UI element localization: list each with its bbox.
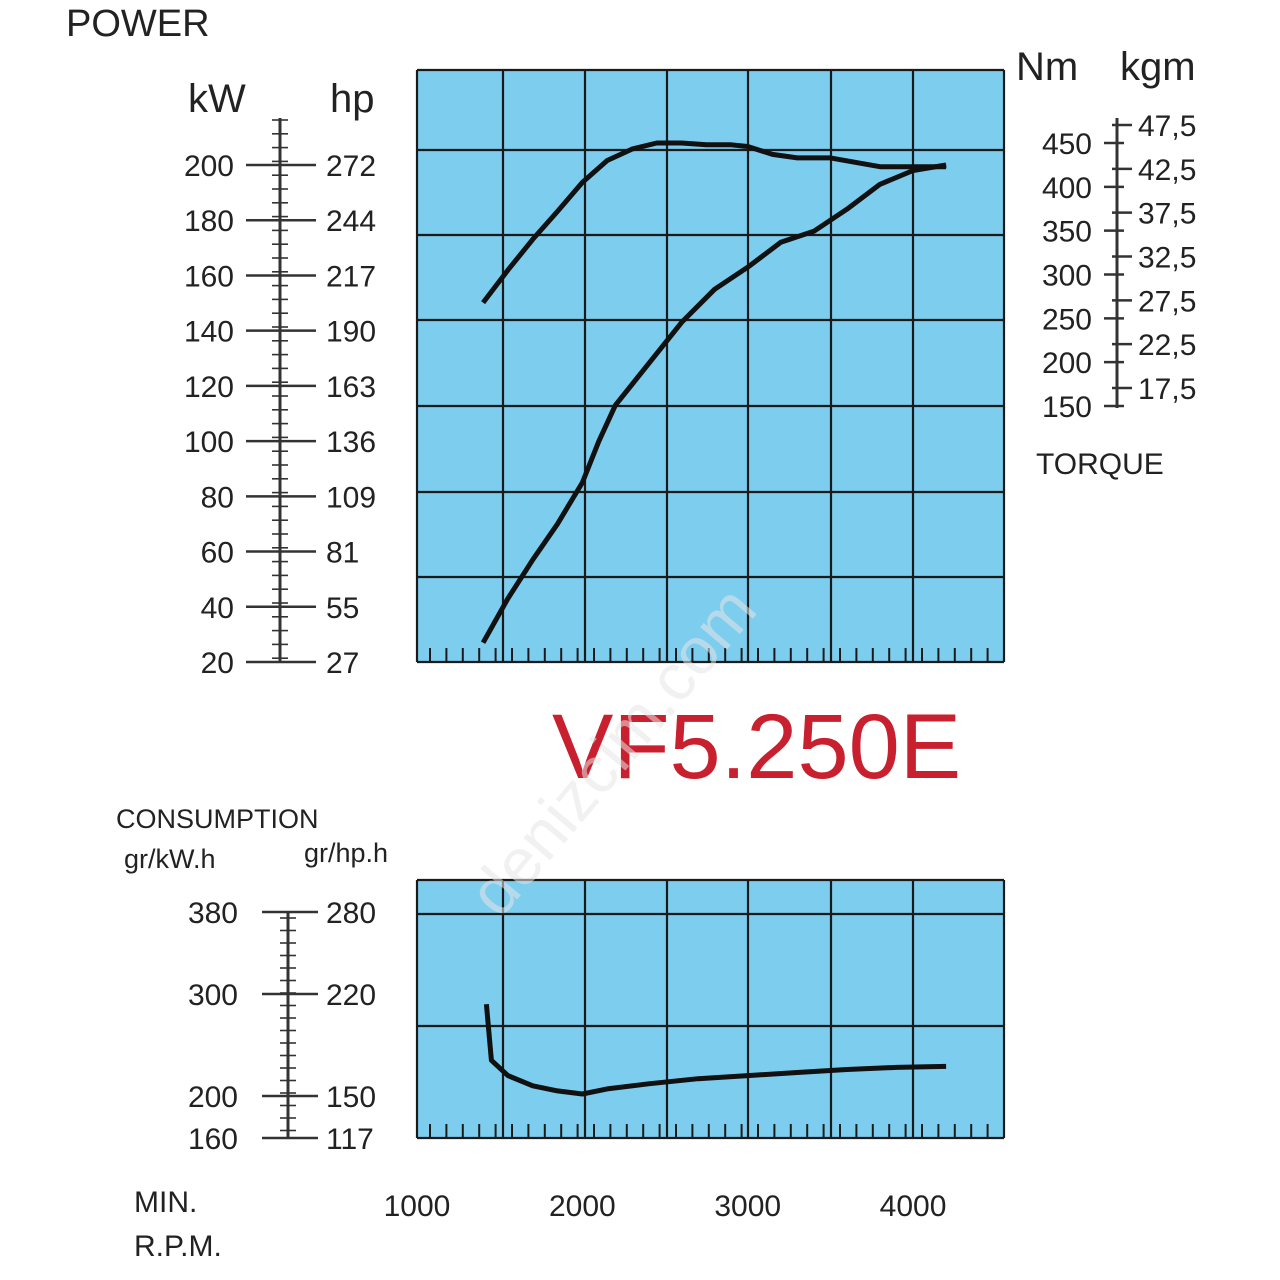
- kw-tick-label: 80: [201, 481, 234, 514]
- hp-tick-label: 136: [326, 426, 376, 459]
- consumption-scale-ticks: 380 280 300 220 200 150 160 117: [188, 897, 376, 1156]
- consumption-plot-area: [417, 880, 1004, 1138]
- rpm-label-line1: MIN.: [134, 1186, 197, 1219]
- gr-kwh-unit-label: gr/kW.h: [124, 844, 216, 874]
- power-plot-area: [417, 70, 1004, 662]
- hp-tick-label: 217: [326, 260, 376, 293]
- gr-hph-tick-label: 117: [326, 1123, 374, 1156]
- nm-tick-label: 150: [1042, 391, 1092, 424]
- gr-hph-tick-label: 150: [326, 1081, 376, 1114]
- power-minor-ticks: [429, 648, 989, 662]
- kgm-tick-label: 22,5: [1138, 329, 1196, 362]
- gr-hph-tick-label: 280: [326, 897, 376, 930]
- model-label: VF5.250E: [552, 696, 961, 798]
- hp-tick-label: 244: [326, 205, 376, 238]
- consumption-title: CONSUMPTION: [116, 804, 319, 834]
- kgm-tick-label: 42,5: [1138, 154, 1196, 187]
- kgm-tick-label: 17,5: [1138, 373, 1196, 406]
- kw-tick-label: 200: [184, 150, 234, 183]
- hp-tick-label: 163: [326, 371, 376, 404]
- kw-tick-label: 20: [201, 647, 234, 680]
- nm-tick-label: 400: [1042, 172, 1092, 205]
- kgm-tick-label: 32,5: [1138, 242, 1196, 275]
- nm-unit-label: Nm: [1016, 45, 1078, 89]
- kw-tick-label: 140: [184, 316, 234, 349]
- nm-tick-label: 200: [1042, 347, 1092, 380]
- nm-tick-label: 450: [1042, 128, 1092, 161]
- kw-tick-label: 100: [184, 426, 234, 459]
- rpm-tick-label: 2000: [549, 1190, 616, 1223]
- kw-tick-label: 120: [184, 371, 234, 404]
- nm-tick-label: 250: [1042, 303, 1092, 336]
- hp-tick-label: 109: [326, 481, 376, 514]
- consumption-minor-ticks: [429, 1124, 989, 1138]
- rpm-tick-label: 4000: [880, 1190, 947, 1223]
- kgm-tick-label: 47,5: [1138, 110, 1196, 143]
- kw-tick-label: 40: [201, 592, 234, 625]
- rpm-tick-labels: 1000 2000 3000 4000: [384, 1190, 947, 1223]
- hp-tick-label: 55: [326, 592, 359, 625]
- kgm-unit-label: kgm: [1120, 45, 1196, 89]
- hp-tick-label: 190: [326, 316, 376, 349]
- gr-kwh-tick-label: 380: [188, 897, 238, 930]
- nm-tick-label: 350: [1042, 216, 1092, 249]
- kw-tick-label: 60: [201, 537, 234, 570]
- rpm-label-line2: R.P.M.: [134, 1230, 222, 1263]
- power-curve: [480, 162, 947, 644]
- kw-unit-label: kW: [188, 77, 246, 121]
- consumption-curve: [483, 1003, 947, 1097]
- gr-hph-unit-label: gr/hp.h: [304, 838, 388, 868]
- power-grid: [415, 68, 1006, 664]
- hp-tick-label: 27: [326, 647, 359, 680]
- kw-tick-label: 180: [184, 205, 234, 238]
- gr-kwh-tick-label: 300: [188, 979, 238, 1012]
- right-scale-ticks: 450 47,5 400 42,5 350 37,5 300 32,5 250 27,5 200 22…: [1042, 110, 1196, 424]
- power-title: POWER: [66, 3, 210, 45]
- gr-kwh-tick-label: 160: [188, 1123, 238, 1156]
- rpm-tick-label: 1000: [384, 1190, 451, 1223]
- hp-unit-label: hp: [330, 77, 375, 121]
- kgm-tick-label: 27,5: [1138, 285, 1196, 318]
- kgm-tick-label: 37,5: [1138, 198, 1196, 231]
- left-scale-ticks: 200 272 180 244 160 217 140 190 120 163 100 136 80 10…: [184, 119, 376, 680]
- gr-kwh-tick-label: 200: [188, 1081, 238, 1114]
- gr-hph-tick-label: 220: [326, 979, 376, 1012]
- rpm-tick-label: 3000: [714, 1190, 781, 1223]
- torque-axis-label: TORQUE: [1036, 448, 1164, 481]
- hp-tick-label: 81: [326, 537, 359, 570]
- nm-tick-label: 300: [1042, 260, 1092, 293]
- kw-tick-label: 160: [184, 260, 234, 293]
- hp-tick-label: 272: [326, 150, 376, 183]
- torque-curve: [481, 140, 947, 305]
